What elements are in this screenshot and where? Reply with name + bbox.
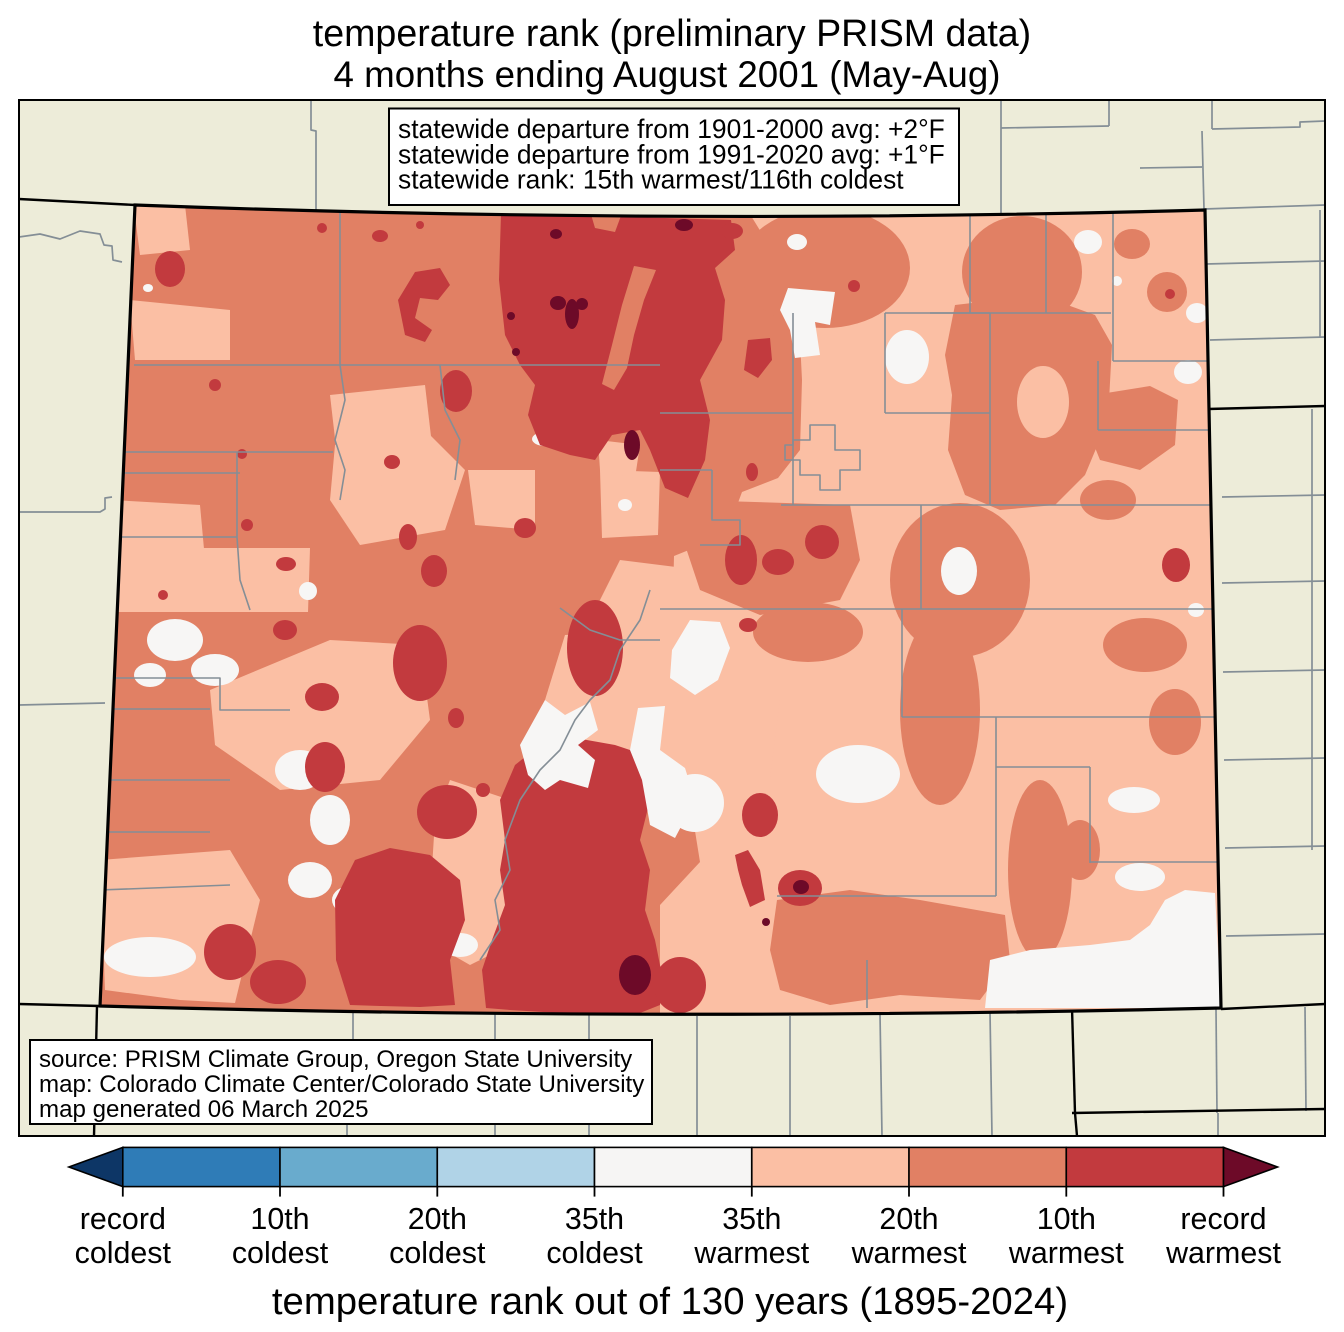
- svg-text:coldest: coldest: [232, 1236, 329, 1270]
- svg-text:20th: 20th: [408, 1202, 467, 1236]
- svg-text:10th: 10th: [250, 1202, 309, 1236]
- svg-text:source: PRISM Climate Group, O: source: PRISM Climate Group, Oregon Stat…: [39, 1046, 632, 1073]
- svg-text:statewide rank: 15th warmest/1: statewide rank: 15th warmest/116th colde…: [398, 164, 904, 194]
- svg-text:coldest: coldest: [75, 1236, 172, 1270]
- svg-text:coldest: coldest: [389, 1236, 486, 1270]
- svg-text:warmest: warmest: [1165, 1236, 1281, 1270]
- svg-text:record: record: [80, 1202, 166, 1236]
- svg-text:temperature rank (preliminary: temperature rank (preliminary PRISM data…: [313, 12, 1031, 54]
- svg-text:20th: 20th: [879, 1202, 938, 1236]
- svg-text:map: Colorado Climate Center/C: map: Colorado Climate Center/Colorado St…: [39, 1071, 644, 1098]
- svg-text:4 months ending August 2001 (M: 4 months ending August 2001 (May-Aug): [334, 54, 1001, 95]
- svg-text:warmest: warmest: [693, 1236, 809, 1270]
- svg-text:statewide departure from 1991-: statewide departure from 1991-2020 avg: …: [398, 139, 945, 169]
- svg-text:warmest: warmest: [851, 1236, 967, 1270]
- svg-text:map generated 06 March 2025: map generated 06 March 2025: [39, 1096, 369, 1123]
- svg-text:warmest: warmest: [1008, 1236, 1124, 1270]
- svg-text:10th: 10th: [1037, 1202, 1096, 1236]
- svg-text:coldest: coldest: [546, 1236, 643, 1270]
- svg-text:35th: 35th: [565, 1202, 624, 1236]
- svg-text:35th: 35th: [722, 1202, 781, 1236]
- svg-text:record: record: [1180, 1202, 1266, 1236]
- svg-text:statewide departure from 1901-: statewide departure from 1901-2000 avg: …: [398, 114, 945, 144]
- svg-text:temperature rank out of 130 ye: temperature rank out of 130 years (1895-…: [272, 1280, 1068, 1323]
